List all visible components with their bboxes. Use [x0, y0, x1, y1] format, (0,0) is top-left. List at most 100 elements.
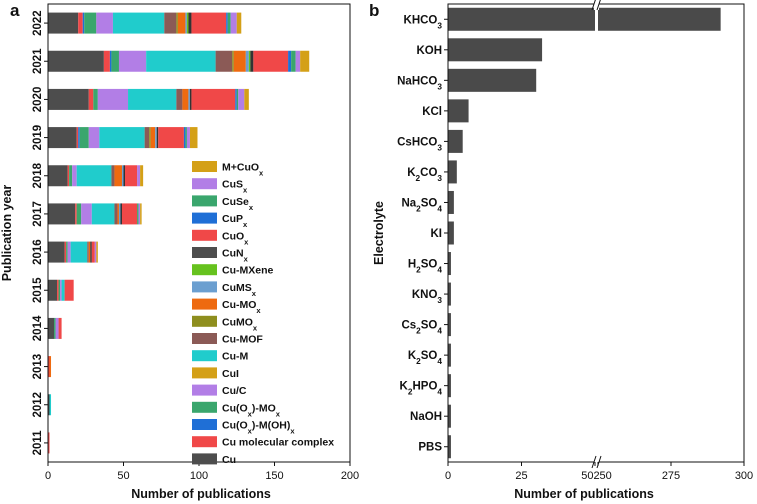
bar-segment-2022-10 [185, 12, 187, 34]
y-tick-label: 2015 [32, 277, 44, 303]
bar-segment-2018-9 [114, 165, 122, 187]
legend-label: CuMOx [222, 316, 258, 332]
bar-segment-2018-12 [123, 165, 126, 187]
bar-segment-2015-0 [48, 279, 58, 301]
legend-label: Cu(Ox)-MOx [222, 402, 281, 418]
bar-segment-2017-15 [137, 203, 139, 225]
bar-segment-2022-3 [84, 12, 97, 34]
axis-break-mark [591, 455, 597, 469]
bar-segment-2014-4 [55, 317, 59, 339]
bar-segment-2021-2 [109, 50, 112, 72]
legend-swatch [192, 436, 217, 448]
legend-swatch [192, 350, 217, 362]
bar [448, 221, 454, 245]
bar-segment-2018-7 [111, 165, 115, 187]
bar-segment-2016-3 [66, 241, 68, 263]
bar-segment-2018-16 [137, 165, 141, 187]
axis-break-mark [591, 0, 596, 11]
y-tick-label: CsHCO3 [397, 136, 442, 152]
bar-segment-2021-0 [48, 50, 104, 72]
legend-swatch [192, 178, 217, 190]
legend-label: Cu(Ox)-M(OH)x [222, 420, 295, 436]
bar [448, 435, 451, 459]
bar-segment-2017-13 [121, 203, 138, 225]
bar-segment-2019-4 [88, 127, 100, 149]
y-tick-label: 2017 [32, 201, 44, 227]
legend-label: CuSx [222, 179, 248, 195]
y-tick-label: 2011 [32, 430, 44, 456]
y-tick-label: K2SO4 [408, 350, 443, 366]
bar-segment-2019-13 [158, 127, 184, 149]
bar-segment-2018-17 [140, 165, 144, 187]
y-axis-title: Electrolyte [372, 201, 386, 265]
legend-swatch [192, 298, 217, 310]
bar-segment-2017-10 [118, 203, 121, 225]
bar-segment-2017-7 [114, 203, 118, 225]
bar [448, 252, 451, 276]
x-tick-label: 150 [265, 470, 283, 482]
x-tick-label: 50 [117, 470, 129, 482]
x-tick-label: 300 [735, 470, 753, 482]
legend-label: Cu/C [222, 385, 247, 397]
legend-swatch [192, 281, 217, 293]
x-tick-label: 100 [190, 470, 208, 482]
x-tick-label: 25 [515, 470, 527, 482]
legend-label: Cu-MXene [222, 265, 273, 277]
bar-segment-2020-1 [88, 88, 94, 110]
bar-segment-2016-12 [90, 241, 92, 263]
bar-segment-2020-16 [238, 88, 245, 110]
bar-segment-2020-15 [236, 88, 239, 110]
bar-segment-2020-9 [182, 88, 189, 110]
legend-swatch [192, 247, 217, 258]
bar-segment-2017-6 [91, 203, 115, 225]
y-tick-label: 2021 [32, 48, 44, 74]
bar [448, 282, 451, 306]
legend-swatch [192, 212, 217, 224]
bar [448, 38, 543, 62]
bar-segment-2012-0 [48, 394, 50, 416]
x-tick-label: 275 [662, 470, 680, 482]
bar-segment-2020-7 [176, 88, 183, 110]
bar-segment-2021-12 [250, 50, 254, 72]
bar-segment-2018-10 [121, 165, 124, 187]
legend-label: CuPx [222, 213, 248, 229]
legend-label: Cu-MOF [222, 334, 263, 346]
bar-segment-2022-8 [176, 12, 178, 34]
bar-segment-2016-16 [94, 241, 97, 263]
bar-segment-2019-9 [150, 127, 156, 149]
bar-segment-2019-3 [79, 127, 89, 149]
y-tick-label: 2016 [32, 239, 44, 265]
bar [448, 7, 595, 31]
y-tick-label: 2018 [32, 162, 44, 188]
bar-segment-2021-10 [245, 50, 249, 72]
bar-segment-2017-16 [138, 203, 141, 225]
panel-letter-b: b [369, 1, 379, 20]
bar-segment-2022-4 [96, 12, 113, 34]
y-tick-label: NaHCO3 [397, 75, 442, 91]
bar-segment-2017-12 [120, 203, 122, 225]
bar-segment-2017-9 [117, 203, 119, 225]
bar-segment-2015-1 [57, 279, 59, 301]
y-tick-label: 2019 [32, 125, 44, 151]
y-tick-label: KOH [416, 45, 442, 57]
legend-label: M+CuOx [222, 162, 264, 178]
y-tick-label: K2CO3 [407, 167, 442, 183]
bar-segment-2022-16 [230, 12, 237, 34]
y-tick-label: 2020 [32, 87, 44, 113]
bar-segment-2018-0 [48, 165, 68, 187]
bar-segment-2019-17 [189, 127, 198, 149]
legend-swatch [192, 161, 217, 172]
bar-segment-2021-15 [291, 50, 296, 72]
y-tick-label: KNO3 [412, 289, 443, 305]
bar-segment-2014-0 [48, 317, 55, 339]
legend-label: CuSex [222, 196, 254, 212]
y-axis-title: Publication year [0, 185, 14, 282]
bar-segment-2021-1 [103, 50, 110, 72]
y-tick-label: H2SO4 [408, 259, 443, 275]
bar-segment-2019-0 [48, 127, 77, 149]
y-tick-label: KI [431, 228, 443, 240]
x-axis-title: Number of publications [514, 487, 654, 501]
bar [448, 374, 451, 398]
y-tick-label: 2013 [32, 354, 44, 380]
